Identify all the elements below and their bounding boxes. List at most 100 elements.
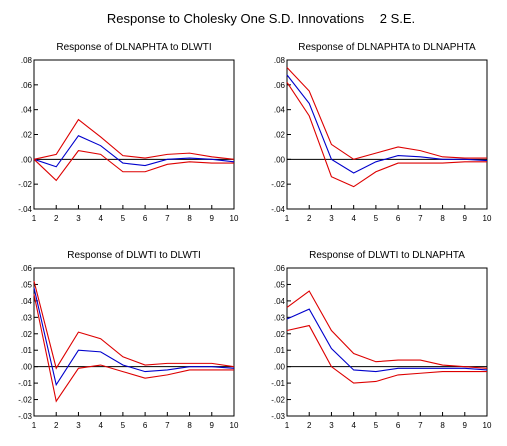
- x-tick-label: 3: [329, 214, 334, 223]
- y-tick-label: .01: [274, 346, 286, 355]
- x-tick-label: 2: [307, 421, 312, 430]
- y-tick-label: .08: [274, 56, 286, 65]
- y-tick-label: .05: [21, 280, 33, 289]
- y-tick-label: .02: [21, 131, 33, 140]
- x-tick-label: 4: [98, 214, 103, 223]
- x-tick-label: 6: [396, 421, 401, 430]
- x-tick-label: 2: [307, 214, 312, 223]
- x-tick-label: 2: [54, 214, 59, 223]
- y-tick-label: .06: [21, 264, 33, 273]
- x-tick-label: 4: [351, 421, 356, 430]
- x-tick-label: 4: [351, 214, 356, 223]
- x-tick-label: 5: [121, 214, 126, 223]
- x-tick-label: 8: [440, 214, 445, 223]
- y-tick-label: -.04: [271, 205, 285, 214]
- x-tick-label: 1: [32, 421, 37, 430]
- x-tick-label: 5: [374, 421, 379, 430]
- panel-title: Response of DLNAPHTA to DLWTI: [56, 42, 211, 53]
- band-line-lower: [286, 82, 487, 188]
- x-tick-label: 5: [374, 214, 379, 223]
- irf-panel-2: Response of DLNAPHTA to DLNAPHTA -.04 -.02…: [271, 42, 492, 223]
- y-tick-label: -.02: [271, 396, 285, 405]
- x-tick-label: 3: [76, 421, 81, 430]
- x-tick-label: 7: [165, 214, 170, 223]
- y-tick-label: .00: [274, 155, 286, 164]
- y-tick-label: -.04: [18, 205, 32, 214]
- panel-title: Response of DLWTI to DLWTI: [67, 250, 201, 261]
- x-tick-label: 3: [329, 421, 334, 430]
- y-tick-label: .04: [274, 297, 286, 306]
- x-tick-label: 3: [76, 214, 81, 223]
- x-tick-label: 1: [32, 214, 37, 223]
- x-tick-label: 10: [483, 421, 492, 430]
- y-tick-label: .00: [274, 363, 286, 372]
- x-tick-label: 9: [463, 214, 468, 223]
- irf-panel-4: Response of DLWTI to DLNAPHTA -.03 -.02 -.0…: [271, 250, 492, 430]
- y-tick-label: .06: [274, 81, 286, 90]
- y-tick-label: .04: [274, 106, 286, 115]
- y-tick-label: .06: [21, 81, 33, 90]
- band-line-upper: [33, 281, 235, 370]
- x-tick-label: 7: [418, 421, 423, 430]
- figure-title-text: Response to Cholesky One S.D. Innovation…: [107, 11, 365, 26]
- x-tick-label: 10: [230, 421, 239, 430]
- x-tick-label: 9: [463, 421, 468, 430]
- x-tick-label: 7: [418, 214, 423, 223]
- y-tick-label: -.02: [18, 180, 32, 189]
- x-tick-label: 9: [210, 421, 215, 430]
- irf-panel-3: Response of DLWTI to DLWTI -.03 -.02 -.01 .0…: [18, 250, 239, 430]
- x-tick-label: 8: [187, 421, 192, 430]
- y-tick-label: .05: [274, 280, 286, 289]
- x-tick-label: 8: [440, 421, 445, 430]
- response-line: [33, 287, 235, 387]
- plot-frame: [286, 59, 488, 210]
- y-tick-label: -.02: [18, 396, 32, 405]
- band-line-lower: [33, 150, 234, 182]
- x-tick-label: 6: [143, 214, 148, 223]
- panel-title: Response of DLWTI to DLNAPHTA: [309, 250, 465, 261]
- x-tick-label: 9: [210, 214, 215, 223]
- band-line-upper: [286, 67, 487, 160]
- plot-frame: [286, 267, 488, 417]
- irf-panel-1: Response of DLNAPHTA to DLWTI -.04 -.02 .00…: [18, 42, 239, 223]
- plot-frame: [33, 59, 235, 210]
- y-tick-label: .02: [21, 330, 33, 339]
- x-tick-label: 7: [165, 421, 170, 430]
- x-tick-label: 6: [396, 214, 401, 223]
- y-tick-label: -.03: [18, 412, 32, 421]
- y-tick-label: .08: [21, 56, 33, 65]
- x-tick-label: 4: [98, 421, 103, 430]
- band-line-lower: [33, 294, 234, 403]
- x-tick-label: 1: [285, 214, 290, 223]
- y-tick-label: .04: [21, 297, 33, 306]
- x-tick-label: 1: [285, 421, 290, 430]
- y-tick-label: -.03: [271, 412, 285, 421]
- x-tick-label: 10: [230, 214, 239, 223]
- panel-title: Response of DLNAPHTA to DLNAPHTA: [298, 42, 476, 53]
- response-line: [286, 74, 488, 174]
- y-tick-label: .03: [274, 313, 286, 322]
- y-tick-label: .03: [21, 313, 33, 322]
- y-tick-label: .00: [21, 155, 33, 164]
- y-tick-label: -.01: [18, 379, 32, 388]
- y-tick-label: .02: [274, 131, 286, 140]
- band-line-upper: [286, 290, 488, 369]
- x-tick-label: 5: [121, 421, 126, 430]
- y-tick-label: .02: [274, 330, 286, 339]
- band-line-upper: [33, 118, 235, 160]
- response-line: [286, 308, 488, 373]
- band-line-lower: [286, 324, 487, 384]
- y-tick-label: -.01: [271, 379, 285, 388]
- band-label: 2 S.E.: [380, 11, 415, 26]
- y-tick-label: .04: [21, 106, 33, 115]
- x-tick-label: 8: [187, 214, 192, 223]
- y-tick-label: .01: [21, 346, 33, 355]
- figure-title: Response to Cholesky One S.D. Innovation…: [107, 11, 415, 26]
- plot-frame: [33, 267, 235, 417]
- y-tick-label: .00: [21, 363, 33, 372]
- x-tick-label: 10: [483, 214, 492, 223]
- x-tick-label: 2: [54, 421, 59, 430]
- y-tick-label: -.02: [271, 180, 285, 189]
- y-tick-label: .06: [274, 264, 286, 273]
